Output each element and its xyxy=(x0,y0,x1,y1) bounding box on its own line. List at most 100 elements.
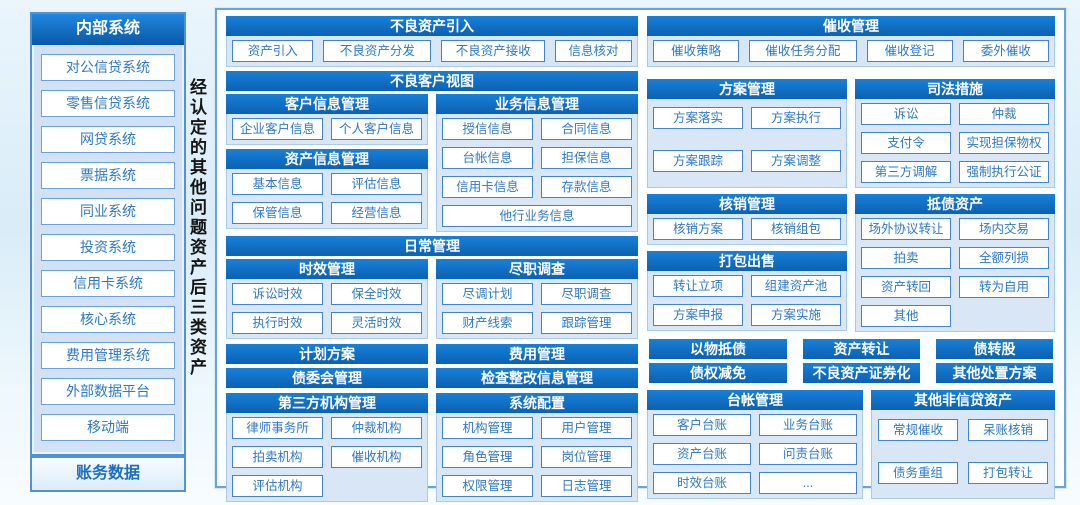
module-btn[interactable]: 方案落实 xyxy=(653,107,743,129)
module-btn[interactable]: 诉讼时效 xyxy=(232,283,323,305)
module-btn[interactable]: 合同信息 xyxy=(541,118,632,140)
module-btn[interactable]: 债务重组 xyxy=(878,462,958,484)
module-btn[interactable]: 核销组包 xyxy=(751,218,841,240)
module-btn[interactable]: 仲裁机构 xyxy=(331,417,422,439)
module-btn[interactable]: 信息核对 xyxy=(555,40,632,62)
sidebar-item-core[interactable]: 核心系统 xyxy=(41,306,175,333)
bar-debt-to-equity[interactable]: 债转股 xyxy=(936,339,1053,359)
module-btn[interactable]: 其他 xyxy=(861,305,951,327)
module-btn[interactable]: 拍卖机构 xyxy=(232,446,323,468)
module-btn[interactable]: 全额列损 xyxy=(959,247,1049,269)
bar-debt-relief[interactable]: 债权减免 xyxy=(649,363,788,383)
module-btn[interactable]: 转让立项 xyxy=(653,275,743,297)
module-btn[interactable]: 转为自用 xyxy=(959,276,1049,298)
module-btn[interactable]: 客户台账 xyxy=(653,414,751,436)
module-btn[interactable]: 催收策略 xyxy=(653,40,740,62)
module-btn[interactable]: 资产台账 xyxy=(653,443,751,465)
module-btn[interactable]: 评估机构 xyxy=(232,475,323,497)
module-btn[interactable]: 问责台账 xyxy=(759,443,857,465)
module-btn[interactable]: 场外协议转让 xyxy=(861,218,951,240)
bar-inspection-rectification[interactable]: 检查整改信息管理 xyxy=(436,368,638,388)
module-btn[interactable]: 灵活时效 xyxy=(331,312,422,334)
bar-asset-transfer[interactable]: 资产转让 xyxy=(803,339,921,359)
module-btn[interactable]: 常规催收 xyxy=(878,419,958,441)
module-btn[interactable]: 企业客户信息 xyxy=(232,118,323,140)
writeoff-package-stack: 核销管理 核销方案 核销组包 打包出售 转让立项 组建资产池 方案申报 方案实施 xyxy=(647,194,847,332)
module-btn[interactable]: ... xyxy=(759,472,857,494)
module-btn[interactable]: 用户管理 xyxy=(541,417,632,439)
section-daily-mgmt: 日常管理 时效管理 诉讼时效 保全时效 执行时效 灵活时效 尽职调查 尽调计划 … xyxy=(226,236,638,339)
bar-plan-scheme[interactable]: 计划方案 xyxy=(226,344,428,364)
module-btn[interactable]: 实现担保物权 xyxy=(959,132,1049,154)
sidebar-item-bills[interactable]: 票据系统 xyxy=(41,162,175,189)
sidebar-item-investment[interactable]: 投资系统 xyxy=(41,234,175,261)
module-btn[interactable]: 业务台账 xyxy=(759,414,857,436)
module-btn[interactable]: 律师事务所 xyxy=(232,417,323,439)
module-btn[interactable]: 评估信息 xyxy=(331,173,422,195)
sidebar-item-retail-credit[interactable]: 零售信贷系统 xyxy=(41,90,175,117)
sidebar-item-online-loan[interactable]: 网贷系统 xyxy=(41,126,175,153)
module-btn[interactable]: 呆账核销 xyxy=(968,419,1048,441)
module-btn[interactable]: 保管信息 xyxy=(232,202,323,224)
module-btn[interactable]: 方案执行 xyxy=(751,107,841,129)
module-btn[interactable]: 基本信息 xyxy=(232,173,323,195)
module-btn[interactable]: 不良资产接收 xyxy=(441,40,546,62)
module-btn[interactable]: 第三方调解 xyxy=(861,161,951,183)
module-btn[interactable]: 不良资产分发 xyxy=(323,40,432,62)
module-btn[interactable]: 台帐信息 xyxy=(442,147,533,169)
bar-creditor-committee[interactable]: 债委会管理 xyxy=(226,368,428,388)
module-btn[interactable]: 组建资产池 xyxy=(751,275,841,297)
module-btn[interactable]: 拍卖 xyxy=(861,247,951,269)
module-btn[interactable]: 岗位管理 xyxy=(541,446,632,468)
module-btn[interactable]: 经营信息 xyxy=(331,202,422,224)
module-btn[interactable]: 核销方案 xyxy=(653,218,743,240)
module-btn[interactable]: 场内交易 xyxy=(959,218,1049,240)
sidebar-item-corporate-credit[interactable]: 对公信贷系统 xyxy=(41,54,175,81)
module-btn[interactable]: 仲裁 xyxy=(959,103,1049,125)
module-btn[interactable]: 跟踪管理 xyxy=(541,312,632,334)
module-btn[interactable]: 催收登记 xyxy=(866,40,953,62)
module-btn[interactable]: 方案实施 xyxy=(751,304,841,326)
sidebar-item-expense[interactable]: 费用管理系统 xyxy=(41,342,175,369)
bar-npl-securitization[interactable]: 不良资产证券化 xyxy=(803,363,921,383)
module-btn[interactable]: 存款信息 xyxy=(541,176,632,198)
module-btn[interactable]: 信用卡信息 xyxy=(442,176,533,198)
module-btn[interactable]: 委外催收 xyxy=(962,40,1049,62)
module-btn[interactable]: 资产引入 xyxy=(232,40,314,62)
bar-other-disposal[interactable]: 其他处置方案 xyxy=(936,363,1053,383)
module-btn[interactable]: 执行时效 xyxy=(232,312,323,334)
sidebar-item-interbank[interactable]: 同业系统 xyxy=(41,198,175,225)
module-btn[interactable]: 催收任务分配 xyxy=(749,40,857,62)
module-btn[interactable]: 强制执行公证 xyxy=(959,161,1049,183)
sidebar-item-mobile[interactable]: 移动端 xyxy=(41,414,175,441)
module-btn[interactable]: 方案申报 xyxy=(653,304,743,326)
module-btn[interactable]: 支付令 xyxy=(861,132,951,154)
module-btn[interactable]: 资产转回 xyxy=(861,276,951,298)
module-btn[interactable]: 担保信息 xyxy=(541,147,632,169)
module-btn[interactable]: 保全时效 xyxy=(331,283,422,305)
writeoff-debt-row: 核销管理 核销方案 核销组包 打包出售 转让立项 组建资产池 方案申报 方案实施 xyxy=(647,194,1055,332)
bar-expense-mgmt[interactable]: 费用管理 xyxy=(436,344,638,364)
module-btn[interactable]: 时效台账 xyxy=(653,472,751,494)
accounting-data-box[interactable]: 账务数据 xyxy=(30,456,186,492)
module-btn[interactable]: 授信信息 xyxy=(442,118,533,140)
module-btn[interactable]: 方案跟踪 xyxy=(653,150,743,172)
module-btn[interactable]: 财产线索 xyxy=(442,312,533,334)
module-btn[interactable]: 诉讼 xyxy=(861,103,951,125)
sidebar-item-external-data[interactable]: 外部数据平台 xyxy=(41,378,175,405)
module-btn[interactable]: 日志管理 xyxy=(541,475,632,497)
module-btn[interactable]: 权限管理 xyxy=(442,475,533,497)
left-bottom-row: 第三方机构管理 律师事务所 仲裁机构 拍卖机构 催收机构 评估机构 系统配置 机… xyxy=(226,393,638,502)
module-btn[interactable]: 催收机构 xyxy=(331,446,422,468)
module-btn[interactable]: 角色管理 xyxy=(442,446,533,468)
module-btn[interactable]: 机构管理 xyxy=(442,417,533,439)
module-btn[interactable]: 打包转让 xyxy=(968,462,1048,484)
bar-debt-for-goods[interactable]: 以物抵债 xyxy=(649,339,788,359)
module-btn[interactable]: 尽调计划 xyxy=(442,283,533,305)
module-btn[interactable]: 方案调整 xyxy=(751,150,841,172)
section-system-config: 系统配置 机构管理 用户管理 角色管理 岗位管理 权限管理 日志管理 xyxy=(436,393,638,502)
module-btn[interactable]: 尽职调查 xyxy=(541,283,632,305)
module-btn[interactable]: 个人客户信息 xyxy=(331,118,422,140)
sidebar-item-credit-card[interactable]: 信用卡系统 xyxy=(41,270,175,297)
module-btn[interactable]: 他行业务信息 xyxy=(442,205,632,227)
